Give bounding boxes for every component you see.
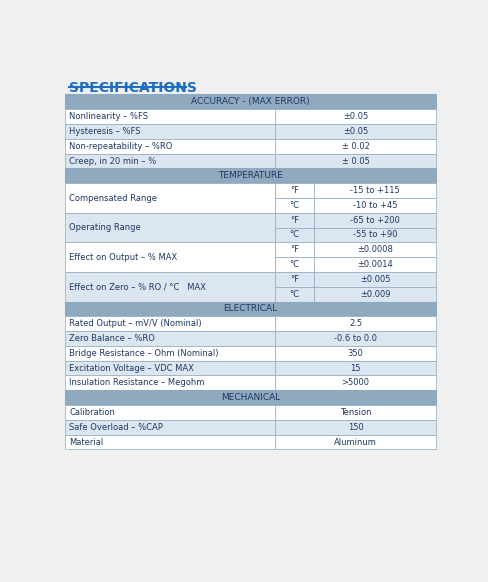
Bar [274, 405, 435, 420]
Bar [313, 287, 435, 301]
Text: Safe Overload – %CAP: Safe Overload – %CAP [69, 423, 163, 432]
Bar [274, 139, 435, 154]
Text: Calibration: Calibration [69, 408, 115, 417]
Text: -15 to +115: -15 to +115 [349, 186, 399, 195]
Bar [313, 242, 435, 257]
Text: SPECIFICATIONS: SPECIFICATIONS [68, 81, 196, 95]
Text: °F: °F [289, 186, 298, 195]
Text: Nonlinearity – %FS: Nonlinearity – %FS [69, 112, 148, 121]
Text: ±0.005: ±0.005 [359, 275, 389, 284]
Bar [274, 375, 435, 391]
Text: °F: °F [289, 245, 298, 254]
Text: °C: °C [289, 290, 299, 299]
Text: Non-repeatability – %RO: Non-repeatability – %RO [69, 142, 172, 151]
Text: ACCURACY - (MAX ERROR): ACCURACY - (MAX ERROR) [191, 97, 309, 107]
Bar [65, 375, 274, 391]
Bar [65, 213, 274, 242]
Bar [274, 109, 435, 124]
Bar [65, 317, 274, 331]
Text: Compensated Range: Compensated Range [69, 193, 157, 203]
Bar [313, 257, 435, 272]
Bar [65, 301, 435, 317]
Bar [274, 242, 313, 257]
Bar [65, 168, 435, 183]
Text: °C: °C [289, 201, 299, 210]
Text: ±0.05: ±0.05 [342, 127, 367, 136]
Bar [65, 420, 274, 435]
Bar [274, 213, 313, 228]
Text: °F: °F [289, 216, 298, 225]
Bar [274, 361, 435, 375]
Bar [65, 331, 274, 346]
Text: -65 to +200: -65 to +200 [349, 216, 399, 225]
Text: 350: 350 [347, 349, 363, 358]
Text: ±0.0014: ±0.0014 [356, 260, 392, 269]
Text: Excitation Voltage – VDC MAX: Excitation Voltage – VDC MAX [69, 364, 194, 372]
Bar [65, 109, 274, 124]
Text: Material: Material [69, 438, 103, 446]
Text: °C: °C [289, 260, 299, 269]
Bar [274, 346, 435, 361]
Text: Rated Output – mV/V (Nominal): Rated Output – mV/V (Nominal) [69, 319, 202, 328]
Bar [313, 198, 435, 213]
Text: Creep, in 20 min – %: Creep, in 20 min – % [69, 157, 156, 165]
Text: ± 0.02: ± 0.02 [341, 142, 369, 151]
Text: Hysteresis – %FS: Hysteresis – %FS [69, 127, 141, 136]
Bar [274, 198, 313, 213]
Bar [65, 242, 274, 272]
Text: Aluminum: Aluminum [333, 438, 376, 446]
Text: >5000: >5000 [341, 378, 369, 388]
Text: 2.5: 2.5 [348, 319, 361, 328]
Text: -0.6 to 0.0: -0.6 to 0.0 [333, 334, 376, 343]
Text: TEMPERATURE: TEMPERATURE [218, 171, 283, 180]
Bar [274, 331, 435, 346]
Bar [274, 154, 435, 168]
Text: ±0.009: ±0.009 [359, 290, 389, 299]
Bar [65, 361, 274, 375]
Text: Effect on Output – % MAX: Effect on Output – % MAX [69, 253, 177, 262]
Bar [274, 272, 313, 287]
Text: ±0.0008: ±0.0008 [356, 245, 392, 254]
Bar [274, 317, 435, 331]
Text: Zero Balance – %RO: Zero Balance – %RO [69, 334, 155, 343]
Bar [274, 420, 435, 435]
Bar [274, 257, 313, 272]
Bar [313, 228, 435, 242]
Text: -55 to +90: -55 to +90 [352, 230, 396, 239]
Bar [65, 405, 274, 420]
Bar [274, 435, 435, 449]
Bar [65, 435, 274, 449]
Bar [65, 124, 274, 139]
Text: MECHANICAL: MECHANICAL [221, 393, 280, 402]
Bar [313, 272, 435, 287]
Bar [274, 228, 313, 242]
Text: °F: °F [289, 275, 298, 284]
Bar [313, 213, 435, 228]
Text: Tension: Tension [339, 408, 370, 417]
Text: °C: °C [289, 230, 299, 239]
Bar [65, 391, 435, 405]
Bar [274, 183, 313, 198]
Bar [274, 124, 435, 139]
Bar [274, 287, 313, 301]
Text: ELECTRICAL: ELECTRICAL [223, 304, 277, 314]
Text: ±0.05: ±0.05 [342, 112, 367, 121]
Bar [65, 346, 274, 361]
Bar [65, 139, 274, 154]
Text: ± 0.05: ± 0.05 [341, 157, 369, 165]
Text: Operating Range: Operating Range [69, 223, 141, 232]
Bar [65, 272, 274, 301]
Text: Effect on Zero – % RO / °C   MAX: Effect on Zero – % RO / °C MAX [69, 282, 206, 291]
Bar [65, 183, 274, 213]
Bar [65, 94, 435, 109]
Bar [65, 154, 274, 168]
Text: 150: 150 [347, 423, 363, 432]
Text: Bridge Resistance – Ohm (Nominal): Bridge Resistance – Ohm (Nominal) [69, 349, 219, 358]
Text: 15: 15 [349, 364, 360, 372]
Text: -10 to +45: -10 to +45 [352, 201, 396, 210]
Text: Insulation Resistance – Megohm: Insulation Resistance – Megohm [69, 378, 204, 388]
Bar [313, 183, 435, 198]
